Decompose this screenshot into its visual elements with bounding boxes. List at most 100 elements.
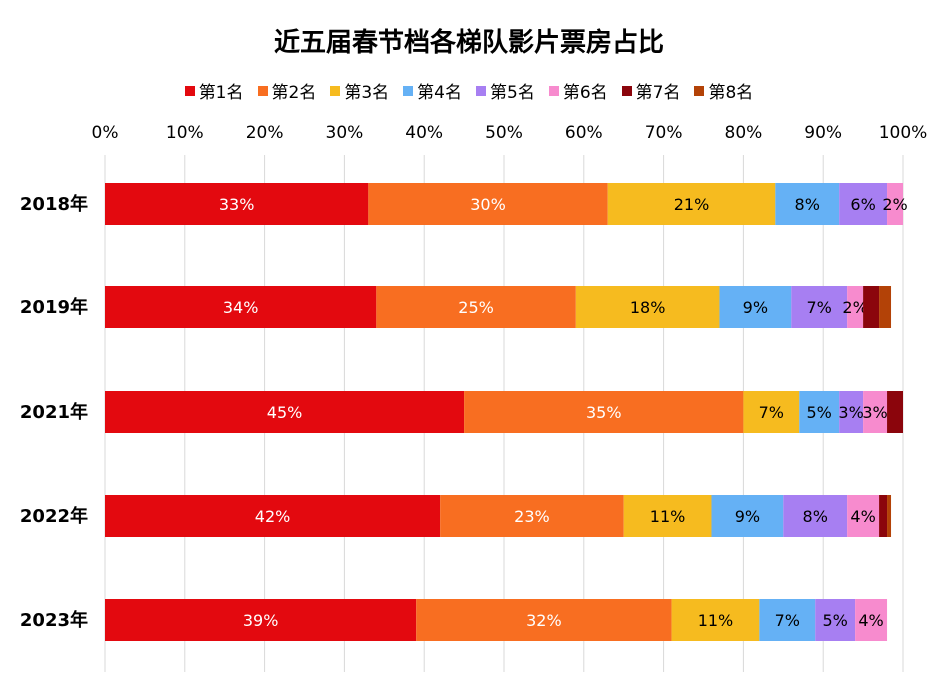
data-label: 2% [842,298,867,317]
data-label: 18% [630,298,666,317]
data-label: 6% [850,195,875,214]
data-label: 9% [735,507,760,526]
bar-segment [671,599,760,641]
data-label: 33% [219,195,255,214]
y-category-label: 2021年 [20,401,88,423]
legend-item: 第1名 [184,78,244,103]
bar-segment [105,495,441,537]
data-label: 34% [223,298,259,317]
bar-segment [799,391,840,433]
bar-segment [775,183,840,225]
y-category-label: 2019年 [20,296,88,318]
legend-label: 第8名 [708,83,754,103]
x-tick-label: 10% [166,123,204,143]
x-tick-label: 0% [92,123,119,143]
bar-segment [783,495,848,537]
data-label: 4% [850,507,875,526]
data-label: 11% [650,507,686,526]
legend-item: 第3名 [330,78,389,103]
data-label: 23% [514,507,550,526]
legend-item: 第7名 [621,78,681,103]
data-label: 39% [243,611,279,630]
bar-segment [607,183,776,225]
y-category-label: 2022年 [20,505,88,527]
legend-label: 第3名 [344,83,390,103]
x-tick-label: 40% [405,123,443,143]
data-label: 11% [698,611,734,630]
data-label: 8% [795,195,820,214]
legend-swatch [548,85,559,96]
legend-swatch [694,85,705,96]
legend-label: 第5名 [490,83,535,103]
bar-segment [759,599,816,641]
x-tick-label: 100% [879,123,928,143]
data-label: 42% [255,507,291,526]
data-label: 3% [838,403,863,422]
data-label: 25% [458,298,494,317]
bar-segment [887,495,892,537]
bar-segment [743,391,800,433]
bar-segment [847,286,864,328]
legend-label: 第6名 [562,83,608,103]
bar-segment [839,391,864,433]
legend-label: 第4名 [417,83,462,103]
chart-title: 近五届春节档各梯队影片票房占比 [273,28,664,58]
legend-swatch [330,85,341,96]
y-category-label: 2023年 [20,609,88,631]
legend-swatch [476,85,486,96]
x-tick-label: 60% [565,123,603,143]
legend-item: 第2名 [257,78,317,103]
bar-segment [376,286,576,328]
y-category-label: 2018年 [20,193,88,215]
bar-segment [416,599,672,641]
bar-segment [847,495,880,537]
x-tick-label: 20% [246,123,284,143]
legend-swatch [621,85,632,96]
legend-item: 第5名 [476,78,535,103]
bar-segment [368,183,608,225]
legend-label: 第1名 [198,83,244,103]
legend-item: 第6名 [548,78,608,103]
bar-segment [105,183,369,225]
data-label: 5% [807,403,832,422]
data-label: 32% [526,611,562,630]
bar-segment [879,286,892,328]
x-tick-label: 30% [326,123,364,143]
bar-segment [575,286,720,328]
bar-segment [105,286,377,328]
bar-segment [791,286,848,328]
bar-segment [464,391,744,433]
bar-segment [863,286,880,328]
legend-item: 第4名 [403,78,462,103]
bar-segment [105,599,417,641]
bar-segment [711,495,784,537]
data-label: 2% [882,195,907,214]
data-label: 5% [822,611,847,630]
bar-segment [623,495,712,537]
legend-item: 第8名 [694,78,753,103]
data-label: 4% [858,611,883,630]
data-label: 30% [470,195,506,214]
bar-segment [863,391,888,433]
data-label: 8% [803,507,828,526]
x-tick-label: 80% [725,123,763,143]
data-label: 3% [862,403,887,422]
x-tick-label: 50% [485,123,523,143]
legend-label: 第7名 [635,83,681,103]
data-label: 7% [807,298,832,317]
legend-swatch [403,85,414,96]
bar-segment [815,599,856,641]
bar-segment [879,495,888,537]
data-label: 45% [267,403,303,422]
chart-legend: 第1名 第2名 第3名 第4名 第5名 第6名 第7名 第8名 [0,78,938,103]
data-label: 35% [586,403,622,422]
data-label: 7% [759,403,784,422]
legend-swatch [184,85,195,96]
bar-segment [440,495,624,537]
bar-segment [887,391,903,433]
bar-segment [855,599,888,641]
legend-label: 第2名 [271,83,317,103]
data-label: 21% [674,195,710,214]
